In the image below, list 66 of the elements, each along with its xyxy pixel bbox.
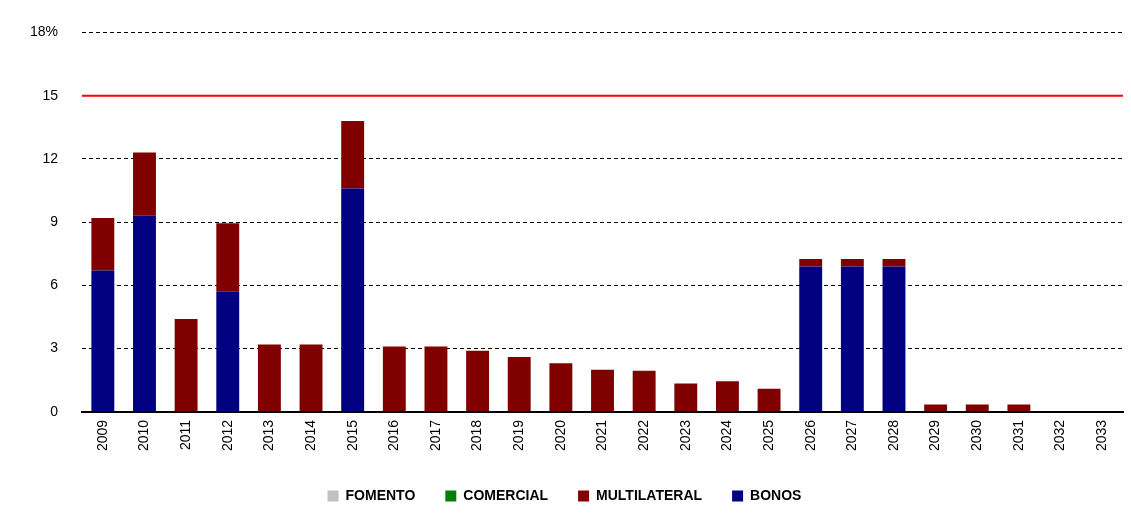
y-tick-label: 15 (42, 86, 59, 103)
bar (799, 259, 823, 267)
y-tick-label: 12 (42, 149, 59, 166)
legend-label: COMERCIAL (463, 486, 549, 503)
x-tick-label: 2010 (135, 419, 152, 452)
bar (133, 152, 156, 216)
x-tick-label: 2020 (551, 419, 568, 452)
x-tick-label: 2018 (468, 419, 485, 452)
bar (674, 383, 698, 412)
y-tick-label: 3 (50, 339, 59, 356)
x-tick-label: 2015 (343, 419, 360, 452)
bar (924, 404, 948, 412)
bar (715, 381, 739, 412)
legend-label: FOMENTO (345, 486, 416, 503)
bar (382, 346, 406, 412)
bar (341, 188, 365, 412)
x-tick-label: 2030 (968, 419, 985, 452)
x-tick-label: 2029 (926, 419, 943, 452)
bar (882, 266, 906, 412)
bar (91, 270, 115, 412)
bar (799, 266, 823, 412)
y-tick-label: 0 (50, 402, 59, 419)
bar (882, 259, 906, 267)
x-tick-label: 2014 (301, 419, 318, 452)
bar (840, 259, 864, 267)
x-tick-label: 2012 (218, 419, 235, 452)
bar (549, 363, 573, 412)
bar (632, 370, 656, 412)
x-tick-label: 2028 (884, 419, 901, 452)
legend-label: BONOS (750, 486, 802, 503)
bar (507, 357, 531, 412)
bar (591, 369, 614, 412)
bar (424, 346, 448, 412)
bar (965, 404, 989, 412)
legend-label: MULTILATERAL (596, 486, 703, 503)
x-tick-label: 2011 (176, 419, 193, 450)
x-tick-label: 2021 (593, 419, 610, 452)
y-tick-label: 9 (50, 212, 59, 229)
bar (840, 266, 864, 412)
bar (757, 388, 781, 412)
x-tick-label: 2031 (1009, 419, 1026, 452)
bar (133, 215, 156, 412)
bar (466, 350, 490, 412)
bar (1007, 404, 1031, 412)
bar (216, 291, 240, 412)
x-tick-label: 2024 (718, 419, 735, 452)
y-tick-label: 18% (29, 23, 59, 40)
x-tick-label: 2027 (843, 419, 860, 452)
x-tick-label: 2033 (1093, 419, 1110, 452)
bar (299, 344, 323, 412)
x-tick-label: 2026 (801, 419, 818, 452)
bar (91, 217, 115, 271)
x-tick-label: 2016 (385, 419, 402, 452)
bar (174, 319, 198, 412)
x-tick-label: 2009 (93, 419, 110, 452)
x-tick-label: 2025 (759, 419, 776, 452)
x-tick-label: 2019 (510, 419, 527, 452)
x-tick-label: 2032 (1051, 419, 1068, 452)
x-tick-label: 2022 (635, 419, 652, 452)
x-tick-label: 2013 (260, 419, 277, 452)
y-tick-label: 6 (50, 276, 59, 293)
x-tick-label: 2017 (426, 419, 443, 452)
bar (216, 223, 240, 292)
bar (257, 344, 281, 412)
bar (341, 120, 365, 189)
x-tick-label: 2023 (676, 419, 693, 452)
